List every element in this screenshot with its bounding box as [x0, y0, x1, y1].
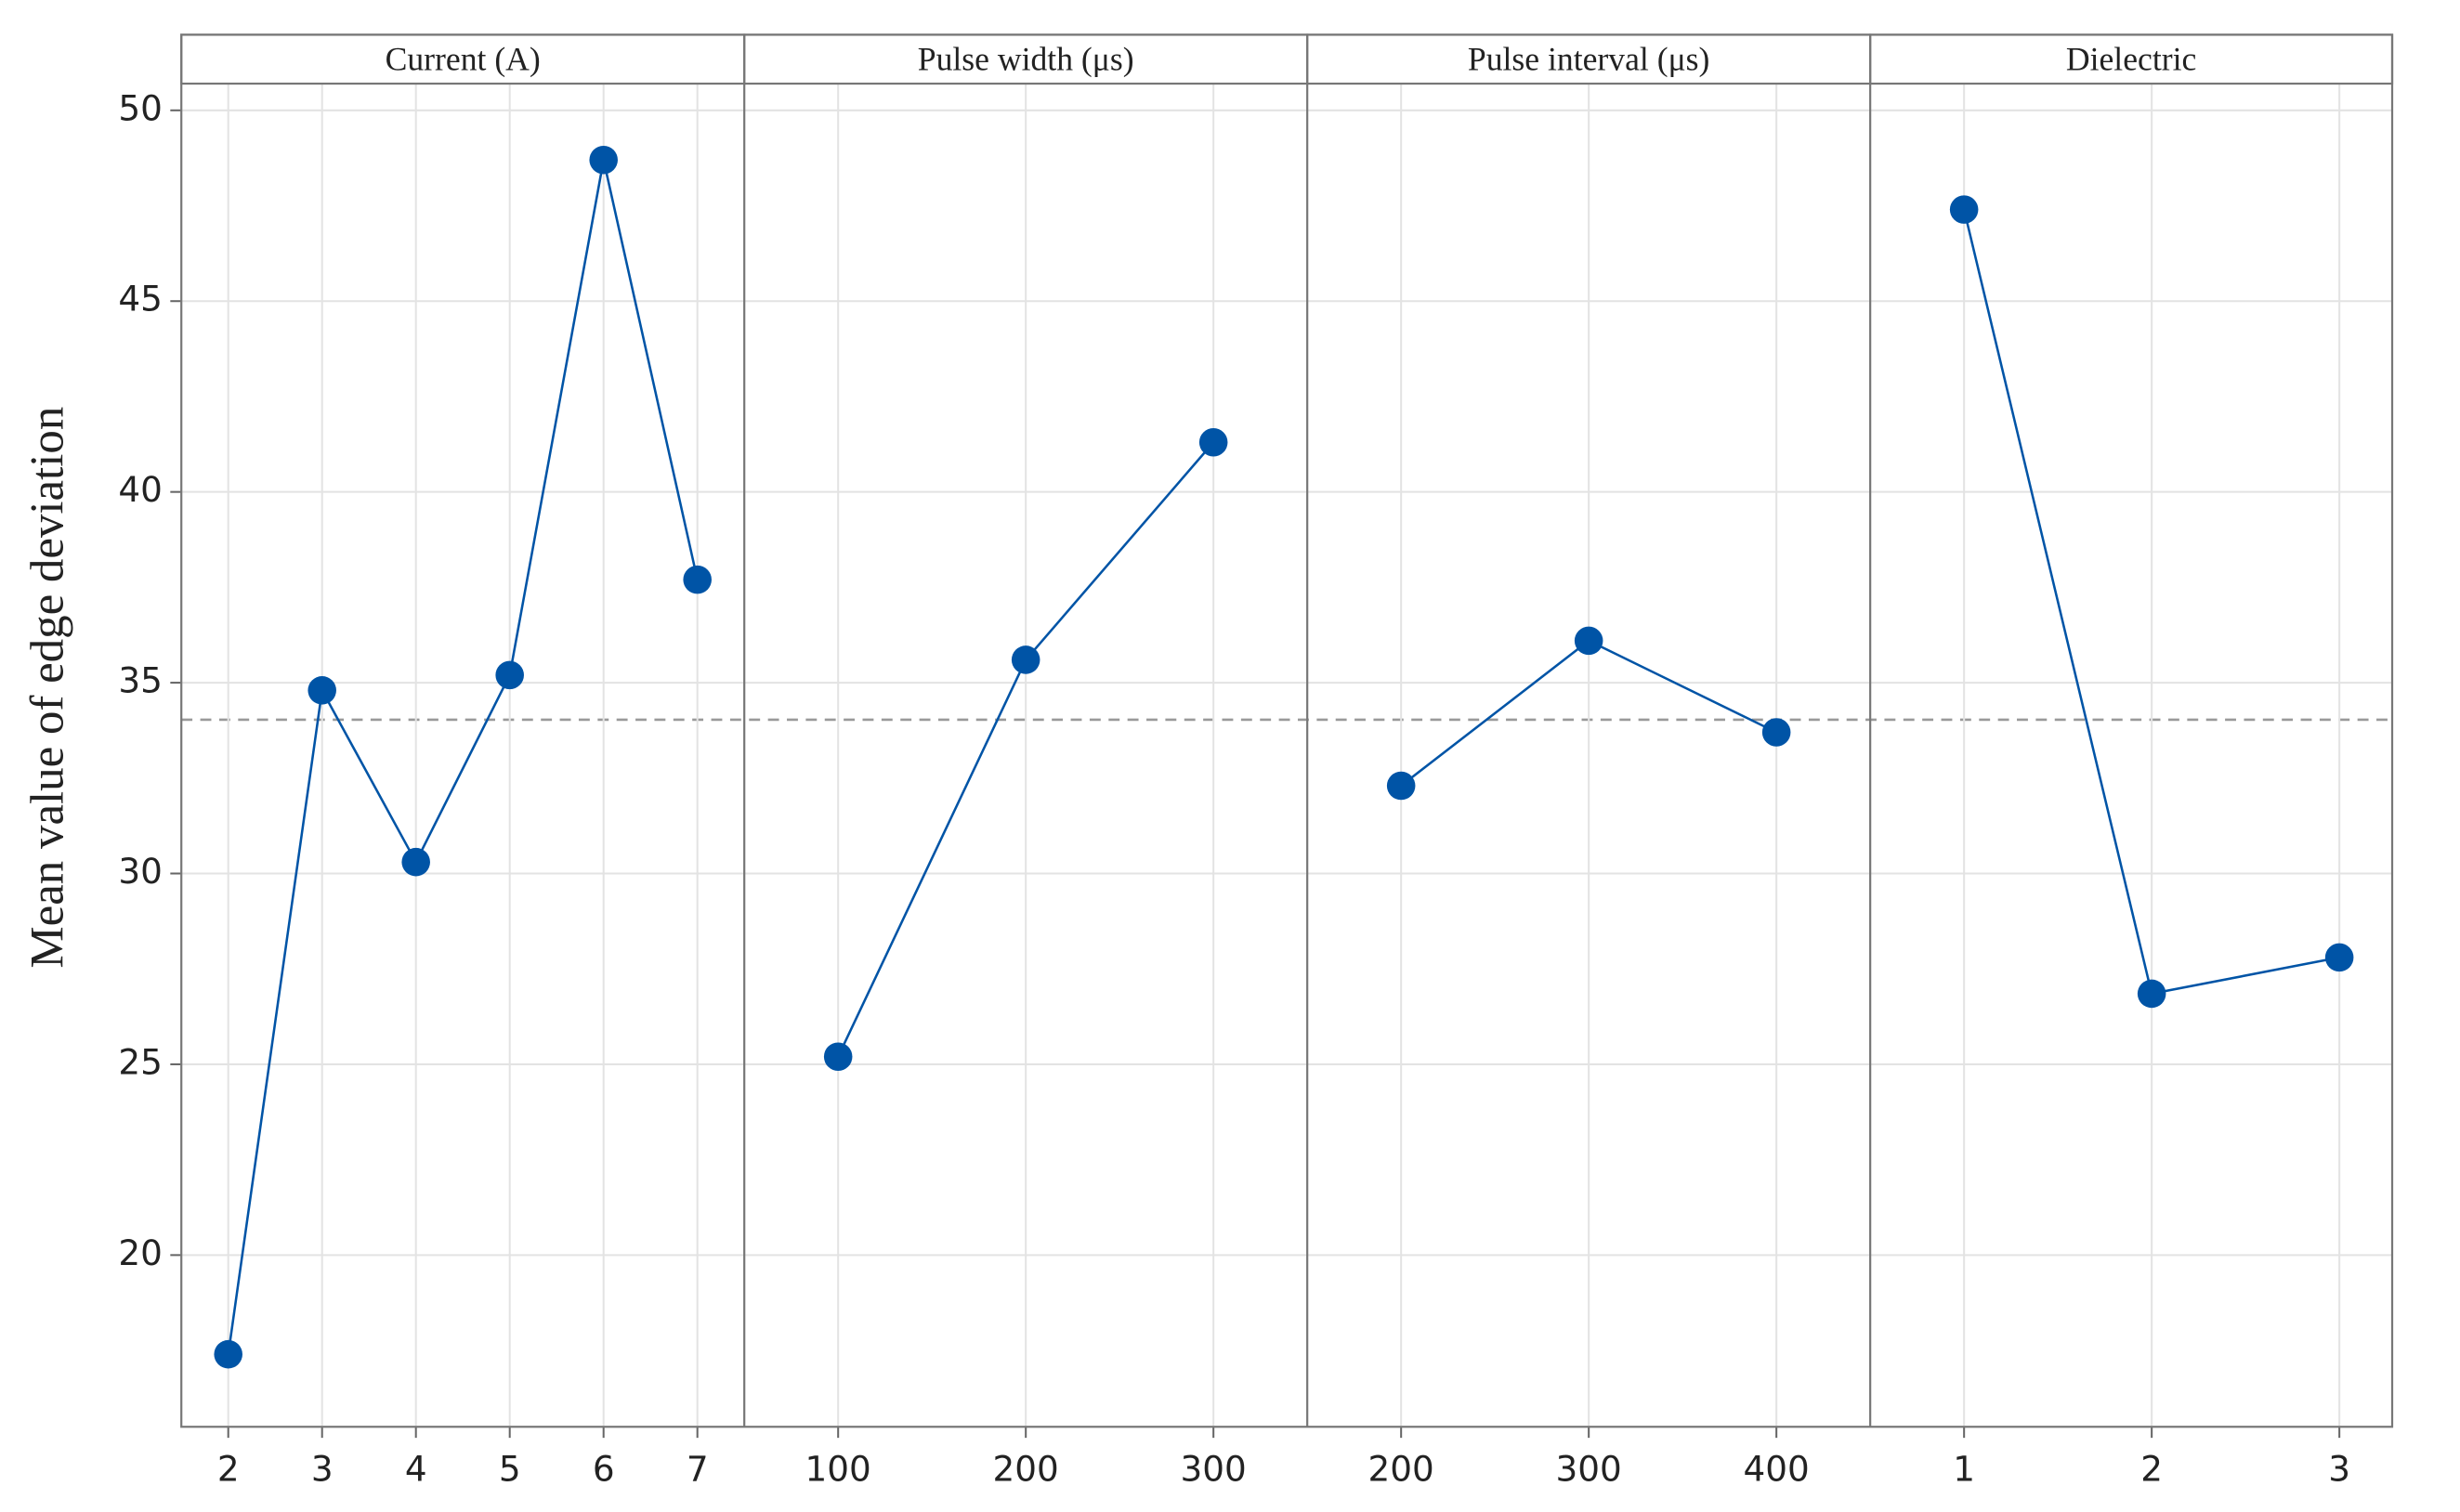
y-axis-label: Mean value of edge deviation: [22, 407, 74, 969]
x-tick-label: 2: [2140, 1448, 2163, 1489]
x-tick-label: 3: [2328, 1448, 2350, 1489]
point: [589, 145, 618, 175]
point: [2137, 979, 2166, 1009]
panel-title: Current (A): [386, 40, 541, 77]
series-line: [227, 159, 699, 1355]
x-tick-label: 400: [1744, 1448, 1810, 1489]
panel-header: [1869, 33, 2394, 85]
point: [683, 565, 712, 594]
point: [401, 847, 430, 877]
panel-title: Dielectric: [2066, 40, 2196, 77]
point: [2324, 943, 2354, 972]
y-tick-label: 45: [118, 279, 162, 319]
point: [1011, 645, 1040, 674]
x-tick-label: 4: [405, 1448, 427, 1489]
x-tick-label: 300: [1556, 1448, 1622, 1489]
x-tick-label: 3: [311, 1448, 334, 1489]
point: [1761, 718, 1791, 747]
y-tick-label: 30: [118, 851, 162, 892]
x-tick-label: 7: [687, 1448, 709, 1489]
point: [495, 660, 524, 690]
y-tick-label: 25: [118, 1041, 162, 1082]
x-tick-label: 2: [217, 1448, 240, 1489]
y-tick-label: 35: [118, 660, 162, 701]
panel-title: Pulse width (μs): [918, 40, 1134, 77]
point: [1574, 626, 1603, 656]
plot-frame: [180, 33, 2394, 1428]
point: [308, 676, 336, 705]
y-tick-label: 40: [118, 469, 162, 510]
x-tick-label: 300: [1181, 1448, 1247, 1489]
point: [1198, 427, 1228, 457]
point: [1386, 771, 1416, 801]
y-tick-label: 20: [118, 1232, 162, 1273]
panel-header: [743, 33, 1309, 85]
point: [1949, 195, 1979, 224]
point: [214, 1339, 242, 1369]
x-tick-label: 200: [993, 1448, 1059, 1489]
panel-title: Pulse interval (μs): [1468, 40, 1710, 77]
x-tick-label: 6: [593, 1448, 615, 1489]
x-tick-label: 100: [805, 1448, 871, 1489]
y-tick-label: 50: [118, 87, 162, 128]
x-tick-label: 5: [499, 1448, 521, 1489]
panel-header: [1306, 33, 1872, 85]
x-tick-label: 200: [1368, 1448, 1434, 1489]
point: [823, 1042, 853, 1072]
x-tick-label: 1: [1953, 1448, 1975, 1489]
